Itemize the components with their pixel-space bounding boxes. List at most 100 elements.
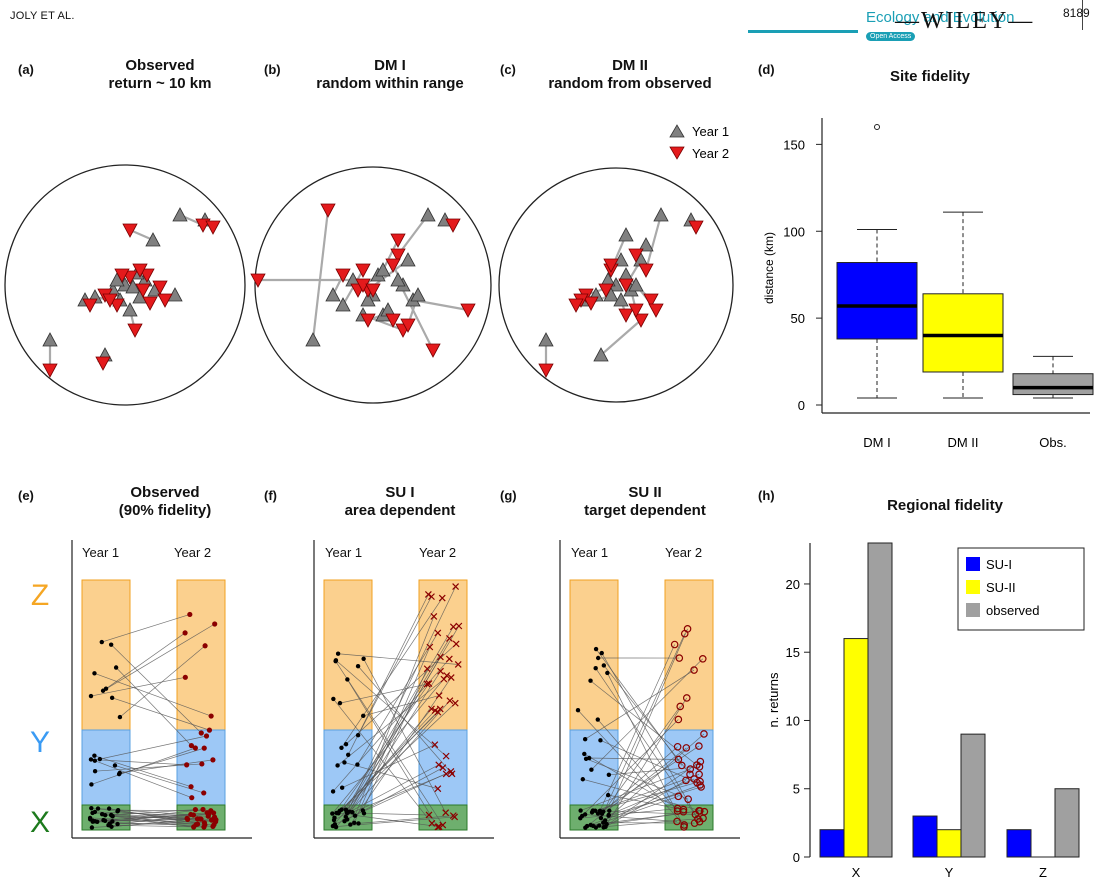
bipartite-link	[580, 768, 691, 811]
boxplot-d-ytick-label: 50	[791, 311, 805, 326]
year2-point	[184, 762, 190, 768]
bipartite-link	[608, 786, 702, 817]
map-a-range-circle	[4, 164, 246, 406]
legend-year2-triangle	[669, 146, 685, 160]
year1-marker	[653, 207, 669, 222]
year2-point	[682, 776, 690, 785]
year2-marker	[390, 248, 406, 263]
bipartite-link	[581, 719, 679, 817]
year2-point	[449, 812, 457, 820]
year2-point	[188, 743, 195, 749]
bipartite-link	[341, 597, 443, 748]
year1-point	[108, 642, 114, 647]
year1-point	[336, 811, 341, 816]
bipartite-link	[335, 660, 447, 757]
bipartite-link	[350, 677, 452, 825]
legend-label-su1: SU-I	[986, 557, 1012, 572]
year1-point	[106, 806, 112, 811]
boxplot-d-ytick-label: 150	[783, 137, 805, 152]
year2-point	[442, 770, 450, 778]
year2-point	[673, 817, 681, 826]
year2-point	[208, 713, 214, 719]
year1-point	[361, 713, 366, 719]
year1-point	[346, 752, 351, 757]
year1-point	[89, 805, 94, 811]
bipartite-links	[577, 628, 705, 828]
zone-label-y: Y	[30, 726, 50, 759]
movement-line	[311, 209, 330, 341]
year2-point	[187, 611, 193, 618]
barchart-h-bar-Y-1	[936, 829, 962, 858]
year1-point	[110, 819, 115, 824]
year2-point	[210, 810, 217, 816]
year2-point	[203, 733, 210, 739]
year2-point	[200, 806, 206, 813]
year2-marker	[127, 323, 143, 338]
year2-marker	[568, 298, 584, 313]
bipartite-link	[94, 672, 212, 717]
year2-point	[439, 764, 447, 772]
year1-point	[361, 656, 366, 662]
boxplot-d-category-label: DM II	[947, 435, 978, 450]
barchart-h: n. returns 0 5 10 15 20 X Y Z SU-I SU-II obser…	[766, 542, 1085, 880]
barchart-h-bar-X-0	[819, 829, 845, 858]
panel-e-title-line1: Observed	[130, 484, 200, 501]
barchart-h-category-label: Z	[1039, 865, 1047, 880]
year1-marker	[420, 207, 436, 222]
bipartite-link	[352, 773, 447, 813]
year1-point	[92, 671, 97, 676]
year2-point	[188, 784, 194, 790]
year2-point	[437, 667, 444, 675]
barchart-h-bar-Y-0	[912, 815, 938, 858]
year2-point	[690, 819, 699, 827]
year2-marker	[638, 263, 654, 278]
year2-point	[683, 625, 692, 633]
year2-point	[198, 730, 204, 736]
legend-label-observed: observed	[986, 603, 1039, 618]
year2-point	[673, 742, 682, 751]
year2-point	[437, 653, 444, 661]
year2-point	[446, 697, 454, 705]
bipartite-link	[584, 669, 695, 740]
year1-point	[582, 737, 588, 742]
year1-point	[330, 811, 335, 816]
year2-marker	[648, 303, 664, 318]
bipartite-link	[585, 758, 689, 800]
barchart-h-ytick-label: 15	[786, 645, 800, 660]
year1-point	[95, 819, 100, 825]
movement-line	[129, 228, 154, 242]
year2-point	[673, 804, 682, 813]
year2-marker	[365, 283, 381, 298]
year2-point	[430, 613, 438, 620]
year2-point	[682, 744, 691, 752]
year2-point	[434, 708, 442, 716]
boxplot-d-category-label: Obs.	[1039, 435, 1066, 450]
year1-point	[101, 817, 106, 823]
year2-point	[208, 817, 215, 823]
year2-point	[182, 674, 188, 680]
year1-point	[605, 670, 610, 676]
year1-zone-z	[569, 579, 619, 731]
year2-marker	[618, 278, 634, 293]
year1-point	[333, 658, 339, 663]
year2-marker	[132, 263, 148, 278]
year2-marker	[460, 303, 476, 318]
year2-point	[189, 795, 195, 801]
zone-label-z: Z	[31, 579, 49, 612]
year1-point	[332, 815, 337, 820]
year1-point	[578, 808, 583, 813]
year2-zone-x	[664, 804, 714, 831]
bipartite-points	[330, 583, 463, 831]
year1-point	[344, 809, 349, 814]
year2-point	[700, 730, 708, 738]
year2-marker	[157, 293, 173, 308]
year2-marker	[205, 220, 221, 235]
map-legend: Year 1 Year 2	[669, 124, 729, 161]
bipartite-link	[599, 644, 675, 811]
running-head-authors: JOLY ET AL.	[10, 10, 75, 22]
year2-point	[445, 655, 453, 663]
year2-point	[690, 775, 698, 783]
year1-marker	[375, 262, 391, 277]
bipartite-link	[347, 679, 439, 828]
year2-zone-y	[176, 729, 226, 806]
